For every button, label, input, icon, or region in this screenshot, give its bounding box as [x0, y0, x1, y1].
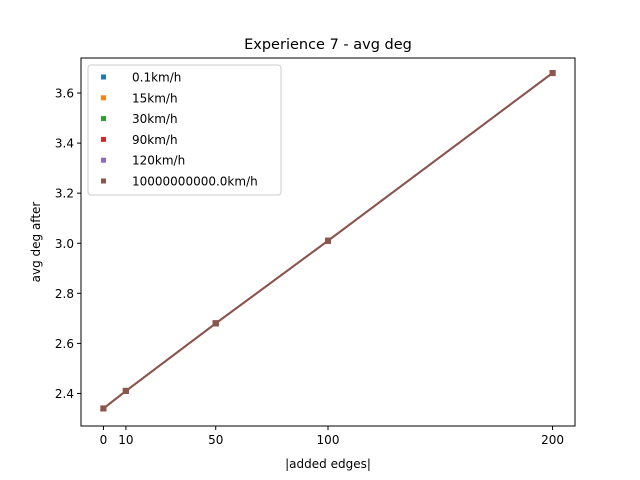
x-tick-label: 200 [541, 433, 564, 447]
legend-marker-1 [101, 95, 106, 101]
legend-marker-5 [101, 178, 106, 184]
y-tick-label: 2.8 [55, 287, 74, 301]
legend-box [87, 64, 282, 196]
x-tick-label: 0 [100, 433, 108, 447]
legend-marker-0 [101, 74, 106, 80]
legend-label-5: 10000000000.0km/h [132, 175, 258, 189]
x-tick-label: 100 [317, 433, 340, 447]
legend-label-4: 120km/h [132, 154, 185, 168]
data-point-5-3 [325, 237, 331, 244]
legend: 0.1km/h 15km/h 30km/h 90km/h 120km/h 10000000… [87, 64, 282, 196]
x-tick-label: 50 [208, 433, 223, 447]
x-axis-label: |added edges| [285, 457, 371, 471]
y-tick-label: 2.6 [55, 337, 74, 351]
y-tick-label: 3.0 [55, 237, 74, 251]
y-axis: 2.4 2.6 2.8 3.0 3.2 3.4 3.6 [55, 87, 81, 401]
data-point-5-2 [212, 320, 219, 327]
y-axis-label: avg deg after [29, 202, 43, 283]
y-tick-label: 2.4 [55, 387, 74, 401]
legend-label-2: 30km/h [132, 112, 178, 126]
legend-marker-2 [101, 116, 106, 122]
legend-marker-3 [101, 136, 106, 142]
data-point-5-0 [100, 405, 107, 412]
legend-label-3: 90km/h [132, 133, 178, 147]
legend-label-1: 15km/h [132, 91, 178, 105]
chart-title: Experience 7 - avg deg [244, 37, 412, 53]
y-tick-label: 3.2 [55, 187, 74, 201]
x-axis: 0 10 50 100 200 [100, 426, 564, 447]
y-tick-label: 3.6 [55, 87, 74, 101]
y-tick-label: 3.4 [55, 137, 74, 151]
legend-label-0: 0.1km/h [132, 71, 181, 85]
legend-marker-4 [101, 157, 106, 163]
plot-area [100, 70, 556, 412]
x-tick-label: 10 [118, 433, 133, 447]
data-point-5-4 [549, 70, 556, 77]
data-point-5-1 [122, 387, 129, 394]
